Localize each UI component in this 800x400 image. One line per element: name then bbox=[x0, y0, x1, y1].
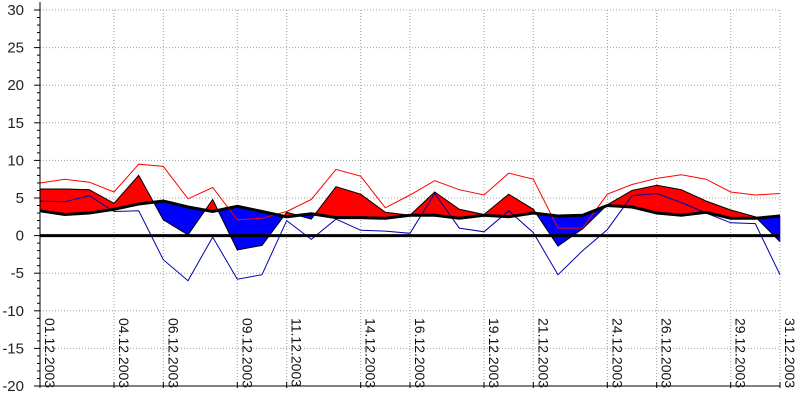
y-tick-label: 20 bbox=[7, 77, 24, 94]
x-tick-label: 16.12.2003 bbox=[412, 318, 428, 388]
axes bbox=[34, 2, 781, 388]
y-tick-label: -20 bbox=[2, 378, 24, 395]
anomaly-segment bbox=[335, 186, 361, 218]
max-line bbox=[39, 163, 781, 229]
y-tick-label: 10 bbox=[7, 152, 24, 169]
y-tick-label: 0 bbox=[16, 228, 24, 245]
x-tick-label: 06.12.2003 bbox=[165, 318, 181, 388]
x-tick-labels: 01.12.2003 04.12.2003 06.12.2003 09.12.2003… bbox=[42, 318, 798, 388]
x-tick-label: 29.12.2003 bbox=[733, 318, 749, 388]
normal-line bbox=[39, 199, 781, 220]
y-tick-label: -10 bbox=[2, 303, 24, 320]
series-lines bbox=[39, 163, 781, 282]
y-tick-label: -5 bbox=[11, 265, 24, 282]
x-tick-label: 24.12.2003 bbox=[609, 318, 625, 388]
y-tick-label: 25 bbox=[7, 40, 24, 57]
x-tick-label: 21.12.2003 bbox=[535, 318, 551, 388]
x-tick-label: 26.12.2003 bbox=[659, 318, 675, 388]
anomaly-segment bbox=[64, 188, 90, 215]
x-tick-label: 09.12.2003 bbox=[239, 318, 255, 388]
y-tick-label: -15 bbox=[2, 340, 24, 357]
anomaly-segment bbox=[557, 214, 583, 247]
x-tick-label: 14.12.2003 bbox=[363, 318, 379, 388]
min-line bbox=[39, 192, 781, 282]
y-tick-label: 5 bbox=[16, 190, 24, 207]
x-tick-label: 04.12.2003 bbox=[116, 318, 132, 388]
x-tick-label: 01.12.2003 bbox=[42, 318, 58, 388]
y-tick-label: 15 bbox=[7, 115, 24, 132]
x-tick-label: 31.12.2003 bbox=[782, 318, 798, 388]
x-tick-label: 11.12.2003 bbox=[289, 318, 305, 387]
y-tick-label: 30 bbox=[7, 2, 24, 19]
x-tick-label: 19.12.2003 bbox=[486, 318, 502, 388]
anomaly-segment bbox=[237, 205, 263, 251]
anomaly-segment bbox=[656, 184, 682, 216]
y-tick-labels: 30 25 20 15 10 5 0 -5 -10 -15 -20 bbox=[2, 2, 24, 395]
